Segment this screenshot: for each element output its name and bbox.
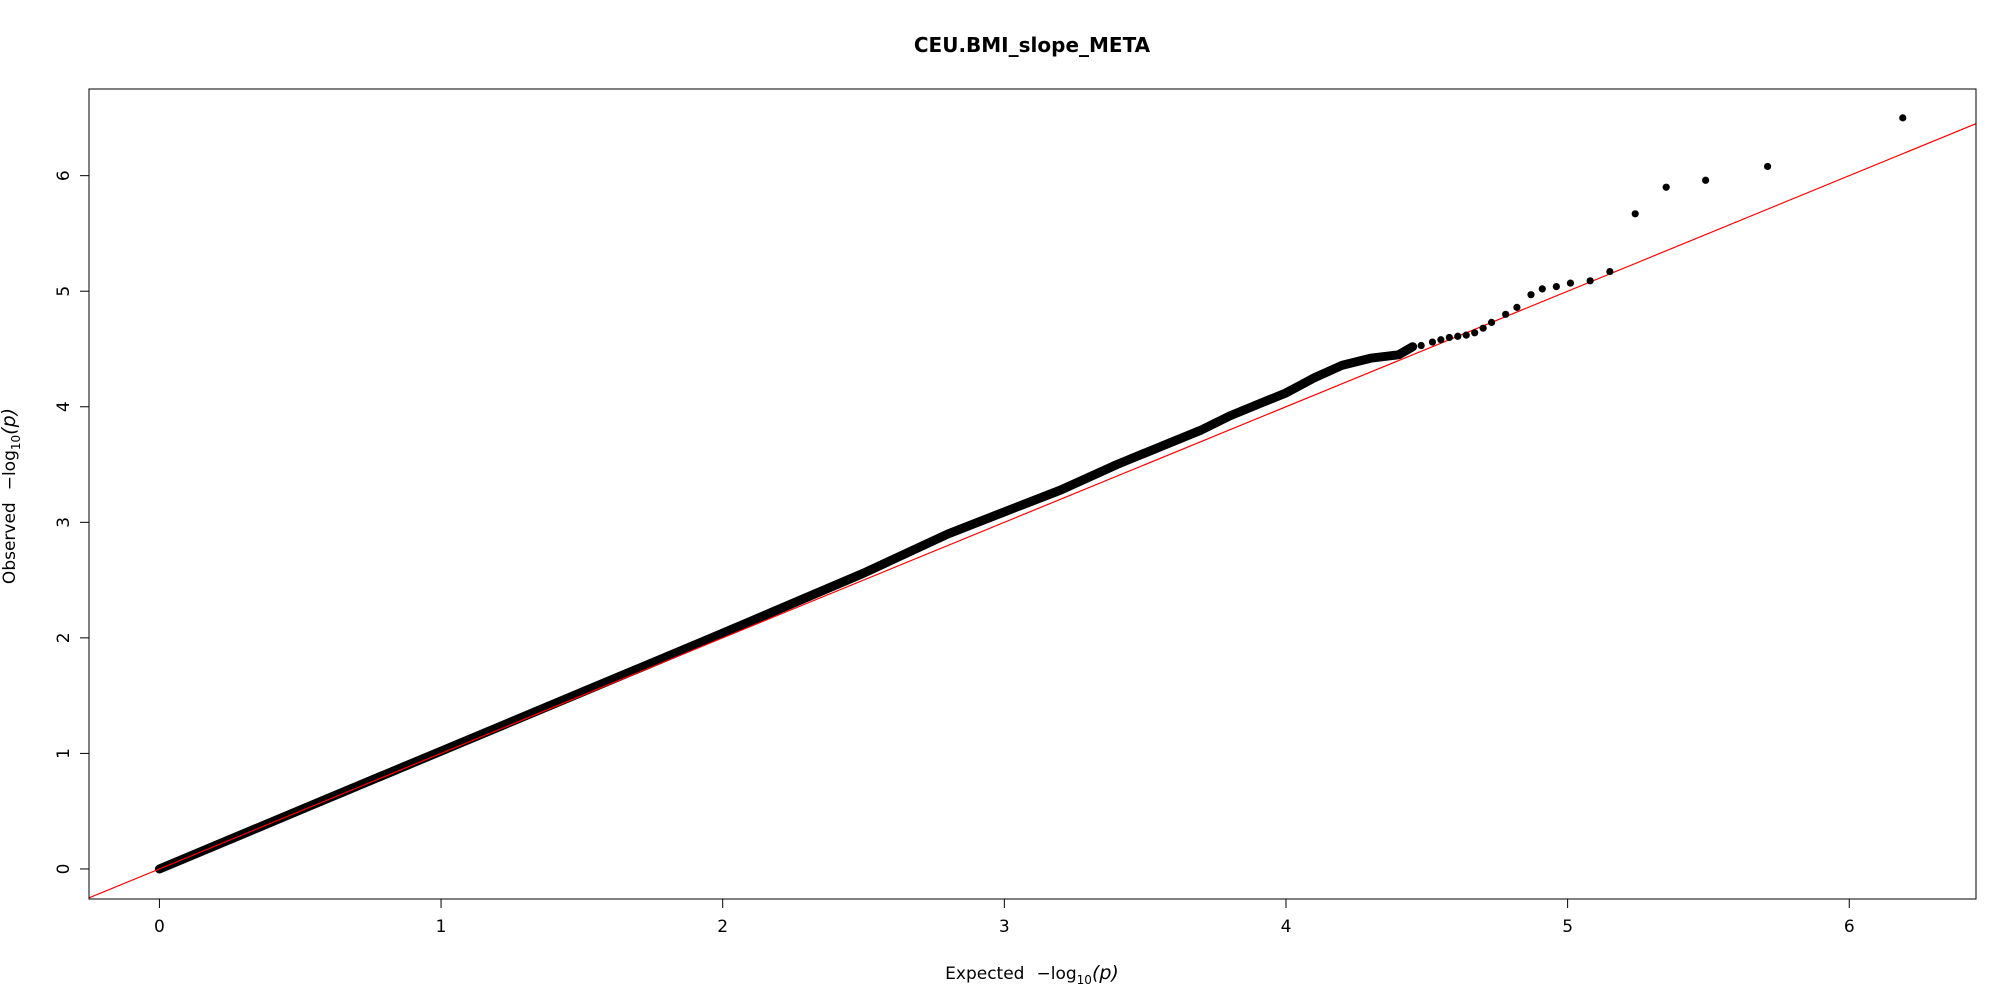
data-point xyxy=(1763,162,1772,171)
y-axis-label-arg: (p) xyxy=(0,408,20,435)
y-axis-label-sub: 10 xyxy=(9,435,23,450)
data-point xyxy=(1899,114,1907,122)
x-axis-label-text: Expected xyxy=(945,964,1024,984)
y-tick-label: 4 xyxy=(54,401,74,412)
data-point xyxy=(1487,318,1496,327)
data-point xyxy=(1428,338,1437,346)
data-point xyxy=(1702,176,1710,184)
x-tick-label: 2 xyxy=(717,917,728,937)
y-tick-label: 2 xyxy=(54,632,74,643)
data-point xyxy=(1479,324,1487,332)
plot-frame xyxy=(88,88,1977,900)
y-axis-label: Observed −log10(p) xyxy=(0,408,23,584)
x-axis: 0 1 2 3 4 5 6 xyxy=(154,899,1855,937)
data-point xyxy=(1606,267,1614,276)
x-tick-label: 5 xyxy=(1562,917,1573,937)
x-tick-label: 1 xyxy=(436,917,447,937)
x-axis-label-arg: (p) xyxy=(1092,962,1119,984)
dense-points-band xyxy=(154,342,1418,874)
y-axis-label-text: Observed xyxy=(0,502,20,584)
data-point xyxy=(1513,303,1521,311)
data-point xyxy=(1462,331,1470,339)
data-point xyxy=(1631,210,1639,218)
x-axis-label-sub: 10 xyxy=(1077,973,1092,987)
x-axis-label: Expected −log10(p) xyxy=(945,962,1119,987)
reference-line xyxy=(89,123,1976,899)
y-tick-label: 0 xyxy=(54,864,74,875)
data-point xyxy=(1454,332,1462,340)
y-tick-label: 6 xyxy=(54,170,74,181)
x-axis-label-math: −log xyxy=(1036,964,1076,984)
x-tick-label: 6 xyxy=(1844,917,1855,937)
data-point xyxy=(1445,333,1453,342)
data-point xyxy=(1527,291,1535,299)
data-point xyxy=(1662,183,1670,191)
data-point xyxy=(1538,285,1546,293)
y-tick-label: 5 xyxy=(54,286,74,297)
x-tick-label: 4 xyxy=(1281,917,1292,937)
x-tick-label: 3 xyxy=(999,917,1010,937)
chart-title: CEU.BMI_slope_META xyxy=(914,33,1151,57)
data-point xyxy=(1437,336,1445,344)
x-tick-label: 0 xyxy=(154,917,165,937)
data-point xyxy=(1566,279,1575,287)
plot-area xyxy=(89,114,1976,899)
data-point xyxy=(1471,329,1479,337)
y-tick-label: 3 xyxy=(54,517,74,528)
y-axis: 0 1 2 3 4 5 6 xyxy=(54,170,89,874)
data-point xyxy=(1552,282,1560,291)
y-tick-label: 1 xyxy=(54,748,74,759)
data-point xyxy=(1417,341,1425,350)
data-point xyxy=(1502,310,1510,318)
y-axis-label-math: −log xyxy=(0,450,20,490)
data-point xyxy=(1586,277,1594,285)
